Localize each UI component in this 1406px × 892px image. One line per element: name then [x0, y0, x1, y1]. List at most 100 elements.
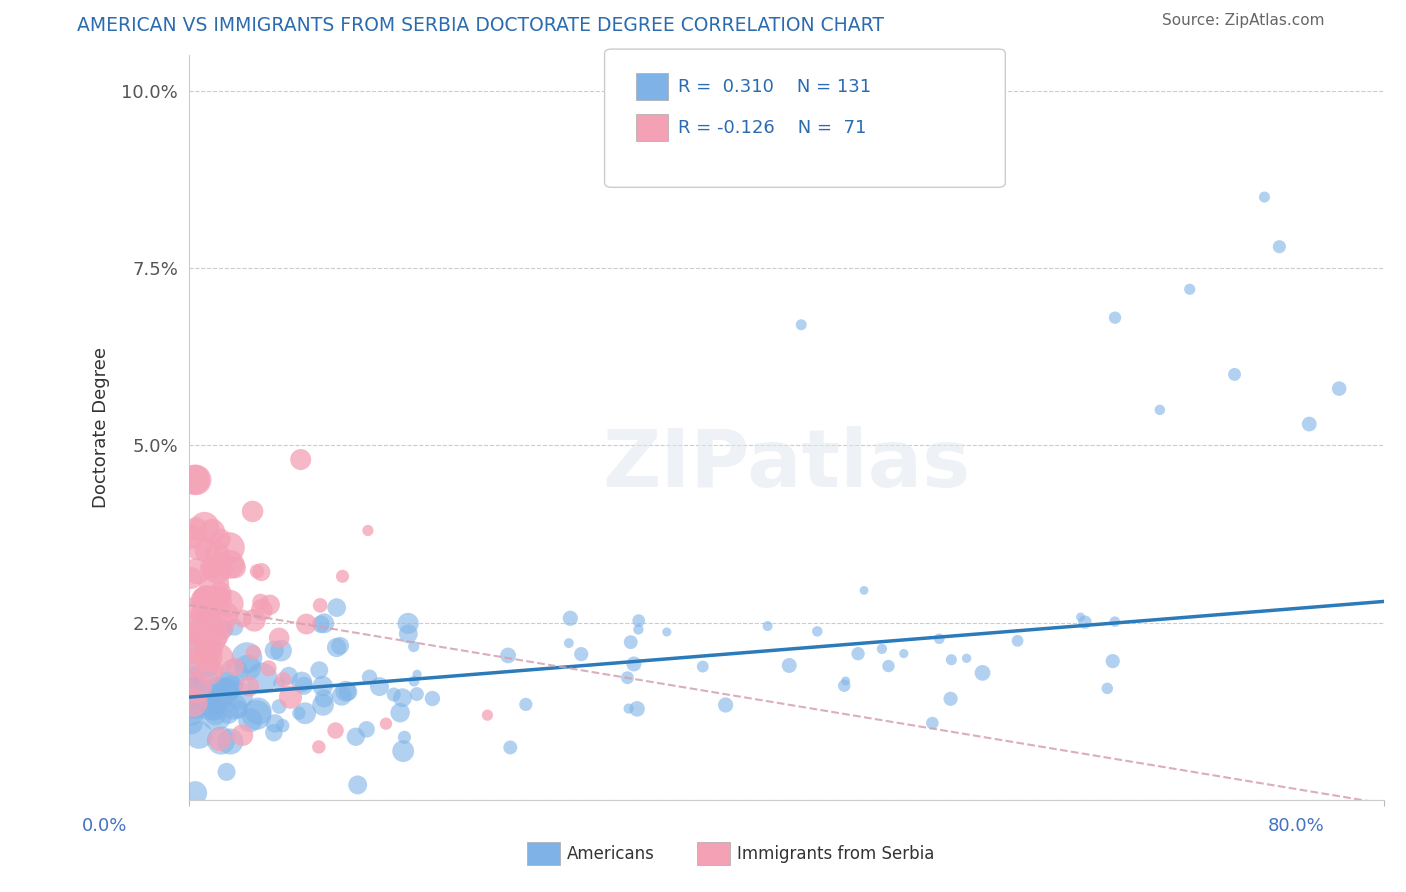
Point [232, 611, 254, 625]
Text: R =  0.310    N = 131: R = 0.310 N = 131 [678, 78, 870, 95]
Point [344, 730, 367, 744]
Point [183, 696, 205, 710]
Point [205, 708, 228, 723]
Point [180, 640, 202, 654]
Point [207, 681, 229, 695]
Point [273, 673, 295, 687]
Point [236, 650, 259, 665]
Point [955, 651, 977, 665]
Text: 0.0%: 0.0% [82, 817, 127, 835]
Text: Immigrants from Serbia: Immigrants from Serbia [737, 845, 934, 863]
Point [391, 690, 413, 705]
Point [181, 627, 204, 641]
Text: R = -0.126    N =  71: R = -0.126 N = 71 [678, 119, 866, 136]
Point [515, 698, 537, 712]
Point [346, 778, 368, 792]
Point [623, 657, 645, 671]
Point [193, 648, 215, 663]
Point [228, 689, 250, 703]
Point [212, 623, 235, 637]
Point [219, 734, 242, 748]
Text: 80.0%: 80.0% [1268, 817, 1324, 835]
Point [180, 657, 202, 671]
Point [208, 691, 231, 706]
Point [406, 667, 429, 681]
Point [382, 688, 405, 702]
Point [368, 680, 391, 694]
Point [308, 739, 330, 754]
Point [198, 599, 221, 613]
Point [180, 530, 202, 544]
Point [325, 600, 347, 615]
Point [295, 617, 318, 632]
Point [264, 716, 287, 731]
Point [832, 679, 855, 693]
Point [202, 576, 225, 591]
Point [332, 569, 354, 583]
Point [197, 649, 219, 664]
Point [249, 595, 271, 609]
Point [778, 658, 800, 673]
Point [972, 665, 994, 680]
Point [928, 632, 950, 646]
Point [357, 524, 380, 538]
Point [208, 617, 231, 632]
Point [236, 661, 259, 675]
Text: Americans: Americans [567, 845, 655, 863]
Point [198, 664, 221, 678]
Point [180, 716, 202, 731]
Point [204, 628, 226, 642]
Point [183, 669, 205, 683]
Point [181, 646, 204, 660]
Point [198, 659, 221, 673]
Point [921, 716, 943, 731]
Point [569, 647, 592, 661]
Point [219, 558, 242, 572]
Point [309, 617, 332, 632]
Point [311, 679, 333, 693]
Point [194, 591, 217, 606]
Point [239, 713, 262, 727]
Point [195, 593, 218, 607]
Point [184, 701, 207, 715]
Point [198, 679, 221, 693]
Point [1070, 610, 1092, 624]
Point [392, 744, 415, 758]
Point [870, 641, 893, 656]
Point [277, 669, 299, 683]
Point [224, 660, 246, 674]
Point [181, 685, 204, 699]
Point [356, 723, 378, 737]
Point [627, 623, 650, 637]
Point [1007, 633, 1029, 648]
Point [209, 586, 232, 600]
Point [325, 640, 347, 655]
Text: Source: ZipAtlas.com: Source: ZipAtlas.com [1161, 13, 1324, 28]
Point [183, 473, 205, 487]
Point [238, 679, 260, 693]
Point [375, 716, 398, 731]
Point [250, 565, 273, 579]
Point [209, 733, 232, 747]
Point [294, 706, 316, 721]
Point [941, 653, 963, 667]
Point [263, 725, 285, 739]
Point [405, 687, 427, 701]
Point [790, 318, 813, 332]
Point [263, 643, 285, 657]
Point [1097, 681, 1119, 696]
Point [1104, 310, 1126, 325]
Point [246, 565, 269, 579]
Point [217, 706, 239, 720]
Point [312, 691, 335, 706]
Point [202, 702, 225, 716]
Point [834, 673, 856, 688]
Point [330, 689, 353, 703]
Point [245, 707, 267, 722]
Point [1104, 615, 1126, 629]
Point [224, 560, 246, 574]
Point [180, 571, 202, 585]
Point [207, 592, 229, 607]
Point [194, 593, 217, 607]
Point [218, 541, 240, 555]
